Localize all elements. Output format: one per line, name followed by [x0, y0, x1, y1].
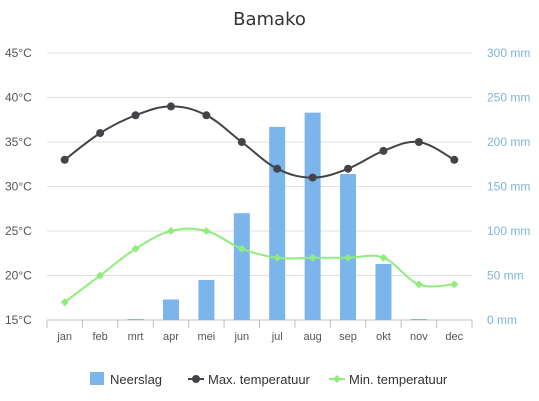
data-point	[237, 244, 246, 253]
data-point	[131, 244, 140, 253]
bar	[162, 299, 179, 320]
y-right-tick-label: 0 mm	[487, 313, 517, 327]
x-tick-label: apr	[163, 331, 179, 343]
data-point	[273, 253, 282, 262]
legend-label: Max. temperatuur	[208, 372, 311, 387]
legend: Neerslag Max. temperatuur Min. temperatuur	[90, 372, 448, 387]
legend-marker	[333, 375, 341, 383]
data-point	[344, 164, 353, 173]
legend-label: Min. temperatuur	[349, 372, 448, 387]
data-point	[60, 155, 69, 164]
y-right-tick-label: 100 mm	[487, 224, 530, 238]
chart-title: Bamako	[233, 9, 306, 30]
y-right-tick-label: 50 mm	[487, 269, 524, 283]
x-tick-label: aug	[303, 331, 321, 343]
bar	[198, 279, 215, 320]
x-tick-label: mei	[198, 331, 216, 343]
y-left-tick-label: 20°C	[5, 269, 32, 283]
y-right-tick-label: 200 mm	[487, 135, 530, 149]
x-tick-label: sep	[339, 331, 357, 343]
legend-swatch	[90, 372, 104, 385]
x-tick-label: nov	[410, 331, 428, 343]
data-point	[96, 129, 105, 138]
data-point	[414, 138, 423, 146]
y-left-tick-label: 15°C	[5, 313, 32, 327]
data-point	[308, 173, 317, 182]
x-axis: jan feb mrt apr mei jun jul aug sep okt nov dec	[46, 319, 473, 343]
series-line	[64, 227, 455, 303]
right-axis: 0 mm 50 mm 100 mm 150 mm 200 mm 250 mm 300 mm	[487, 46, 530, 327]
data-point	[414, 280, 423, 289]
data-point	[379, 146, 388, 155]
y-left-tick-label: 30°C	[5, 180, 32, 194]
data-point	[308, 253, 317, 262]
data-point	[166, 227, 175, 235]
data-point	[450, 280, 459, 289]
data-point	[96, 271, 105, 280]
bar	[304, 112, 321, 320]
data-point	[344, 253, 353, 262]
y-left-tick-label: 35°C	[5, 135, 32, 149]
bar	[410, 319, 427, 320]
legend-label: Neerslag	[110, 372, 162, 387]
data-point	[202, 227, 211, 235]
legend-marker	[192, 375, 200, 383]
x-tick-label: feb	[92, 331, 107, 343]
bar	[127, 319, 144, 320]
data-point	[202, 111, 211, 120]
x-tick-label: jan	[56, 331, 72, 343]
left-axis: 15°C 20°C 25°C 30°C 35°C 40°C 45°C	[5, 46, 32, 327]
y-right-tick-label: 250 mm	[487, 91, 530, 105]
x-tick-label: jul	[271, 331, 283, 343]
data-point	[131, 111, 140, 120]
x-tick-label: okt	[376, 331, 391, 343]
bar-series	[127, 112, 427, 321]
bar	[269, 126, 286, 321]
y-right-tick-label: 300 mm	[487, 46, 530, 60]
data-point	[379, 253, 388, 262]
y-left-tick-label: 40°C	[5, 91, 32, 105]
data-point	[237, 138, 246, 146]
bar	[340, 174, 357, 320]
x-tick-label: dec	[445, 331, 463, 343]
line-series	[60, 102, 459, 307]
grid-lines	[47, 52, 472, 321]
bar	[375, 263, 392, 320]
y-left-tick-label: 25°C	[5, 224, 32, 238]
x-tick-label: mrt	[128, 331, 144, 343]
bar	[233, 213, 250, 320]
data-point	[273, 164, 282, 173]
y-left-tick-label: 45°C	[5, 46, 32, 60]
data-point	[166, 102, 175, 111]
y-right-tick-label: 150 mm	[487, 180, 530, 194]
data-point	[450, 155, 459, 164]
data-point	[60, 298, 69, 307]
x-tick-label: jun	[233, 331, 249, 343]
